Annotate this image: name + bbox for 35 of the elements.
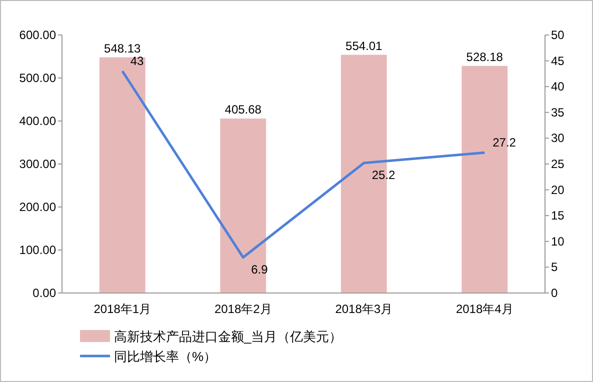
bar <box>220 118 266 293</box>
y2-tick-label: 25 <box>551 157 565 171</box>
line-series <box>121 70 486 259</box>
data-label: 43 <box>130 54 144 68</box>
y2-tick-label: 40 <box>551 80 565 94</box>
data-label: 27.2 <box>492 136 516 150</box>
y2-tick-label: 30 <box>551 131 565 146</box>
data-label: 25.2 <box>372 168 396 182</box>
y2-tick-label: 10 <box>551 234 565 248</box>
data-label: 6.9 <box>251 262 268 276</box>
bar <box>99 57 146 293</box>
data-label: 405.68 <box>224 102 262 117</box>
y-tick-label: 200.00 <box>19 200 56 214</box>
x-tick-label: 2018年4月 <box>456 302 514 316</box>
y-tick-label: 600.00 <box>19 28 56 42</box>
x-tick-label: 2018年1月 <box>94 302 152 316</box>
y2-tick-label: 35 <box>551 105 565 120</box>
y2-tick-label: 20 <box>551 182 565 197</box>
y2-tick-label: 45 <box>551 54 565 68</box>
y-tick-label: 300.00 <box>19 157 56 171</box>
x-tick-label: 2018年2月 <box>214 302 272 316</box>
data-label: 548.13 <box>104 41 142 56</box>
data-label: 554.01 <box>346 38 383 53</box>
y-tick-label: 500.00 <box>19 71 56 85</box>
y-tick-label: 0.00 <box>32 286 56 300</box>
legend-label: 高新技术产品进口金额_当月（亿美元） <box>114 329 342 344</box>
y2-tick-label: 50 <box>551 28 565 42</box>
y2-tick-label: 15 <box>551 208 565 223</box>
legend-label: 同比增长率（%） <box>114 349 217 364</box>
x-tick-label: 2018年3月 <box>335 302 393 316</box>
y-tick-label: 100.00 <box>19 243 56 257</box>
data-label: 528.18 <box>466 50 504 64</box>
y2-tick-label: 0 <box>551 286 558 300</box>
y-tick-label: 400.00 <box>19 114 56 128</box>
y2-tick-label: 5 <box>551 260 558 274</box>
